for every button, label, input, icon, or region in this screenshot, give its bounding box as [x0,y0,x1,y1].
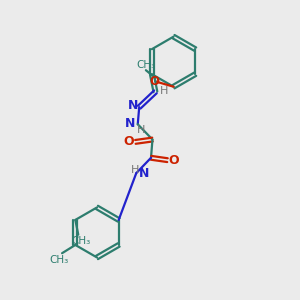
Text: O: O [150,75,160,88]
Text: N: N [128,99,138,112]
Text: CH₃: CH₃ [72,236,91,246]
Text: CH₃: CH₃ [136,60,155,70]
Text: H: H [130,165,139,175]
Text: O: O [124,135,134,148]
Text: N: N [125,117,136,130]
Text: CH₃: CH₃ [50,255,69,265]
Text: H: H [160,86,168,96]
Text: H: H [137,125,146,135]
Text: O: O [169,154,179,167]
Text: N: N [139,167,150,180]
